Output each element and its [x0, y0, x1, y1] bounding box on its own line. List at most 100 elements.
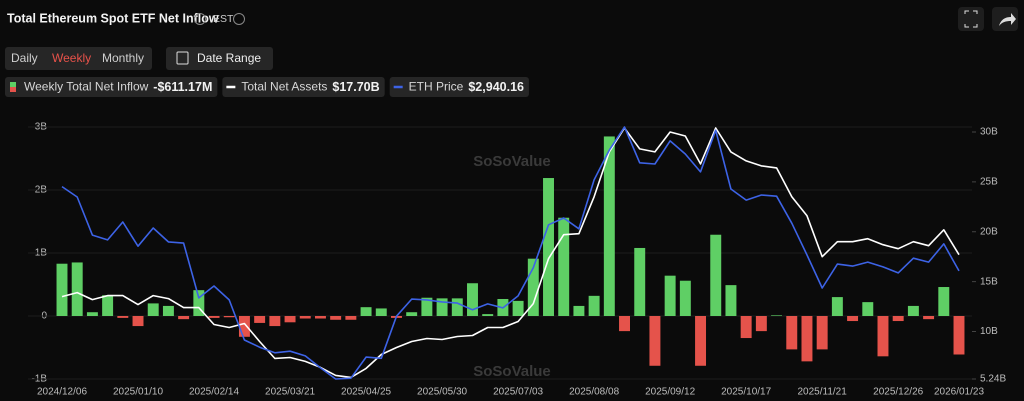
bar — [892, 316, 904, 322]
bar — [816, 316, 828, 350]
fullscreen-icon — [964, 10, 978, 28]
x-tick-label: 2025/04/25 — [341, 387, 391, 398]
legend-label: ETH Price — [409, 80, 464, 94]
share-icon — [999, 13, 1016, 26]
timezone: EST — [213, 13, 234, 25]
date-range-button[interactable] — [166, 47, 273, 70]
x-tick-label: 2025/08/08 — [569, 387, 619, 398]
bar — [117, 316, 129, 318]
bar — [421, 297, 433, 316]
bar — [877, 316, 889, 357]
bar — [938, 287, 950, 316]
bar — [451, 298, 463, 316]
bar — [512, 300, 524, 316]
title: Total Ethereum Spot ETF Net Inflow — [7, 11, 219, 25]
bar — [254, 316, 266, 323]
y2-tick-label: 10B — [980, 326, 998, 337]
x-tick-label: 2025/12/26 — [873, 387, 923, 398]
calendar-icon — [176, 51, 189, 65]
fullscreen-button[interactable] — [958, 7, 984, 31]
tab-group — [5, 47, 152, 70]
bar — [436, 298, 448, 316]
y2-tick-label: 15B — [980, 276, 998, 287]
legend-label: Weekly Total Net Inflow — [24, 80, 149, 94]
x-tick-label: 2024/12/06 — [37, 387, 87, 398]
bar — [406, 312, 418, 316]
bar — [710, 234, 722, 316]
bar — [238, 316, 250, 337]
bar — [208, 316, 220, 318]
bar — [725, 285, 737, 316]
bar — [543, 178, 554, 316]
bar — [923, 316, 935, 320]
bar — [71, 262, 83, 316]
legend-label: Total Net Assets — [241, 80, 327, 94]
bar — [193, 290, 205, 316]
bar — [664, 275, 676, 316]
y2-tick-label: 5.24B — [980, 374, 1006, 385]
x-tick-label: 2026/01/23 — [934, 387, 984, 398]
bar — [771, 315, 783, 316]
tab[interactable]: Weekly — [52, 51, 91, 65]
bar — [147, 303, 159, 316]
watermarks: SoSoValue SoSoValue — [473, 153, 551, 380]
line — [61, 127, 960, 379]
watermark: SoSoValue — [473, 153, 551, 170]
date-range-label[interactable]: Date Range — [197, 51, 261, 65]
bar — [847, 316, 859, 322]
watermark: SoSoValue — [473, 363, 551, 380]
x-tick-label: 2025/11/21 — [798, 387, 848, 398]
info-icon[interactable] — [194, 13, 206, 25]
y2-tick-label: 25B — [980, 177, 998, 188]
bar — [679, 280, 691, 316]
bar — [573, 305, 585, 316]
bar — [102, 295, 114, 316]
bar — [953, 316, 965, 355]
bar — [132, 316, 144, 327]
bar — [375, 308, 387, 316]
bar — [299, 316, 311, 319]
bar — [527, 258, 539, 316]
grid: 3B2B1B0-1B30B25B20B15B10B5.24B2024/12/06… — [28, 122, 1006, 398]
x-tick-label: 2025/01/10 — [113, 387, 163, 398]
bar — [588, 295, 600, 316]
legend-item[interactable] — [389, 77, 529, 97]
bar — [831, 297, 843, 316]
line — [61, 126, 960, 380]
x-tick-label: 2025/03/21 — [265, 387, 315, 398]
legend-swatch — [10, 87, 16, 92]
bar — [269, 316, 281, 327]
bar — [345, 316, 357, 320]
legend-value: $2,940.16 — [468, 80, 524, 94]
info-icon[interactable] — [233, 13, 245, 25]
bar — [740, 316, 752, 339]
bar — [619, 316, 630, 332]
bar — [467, 283, 478, 316]
legend-item[interactable] — [222, 77, 385, 97]
tab[interactable]: Daily — [11, 51, 38, 65]
legend-value: $17.70B — [332, 80, 379, 94]
x-tick-label: 2025/05/30 — [417, 387, 467, 398]
y2-tick-label: 30B — [980, 127, 998, 138]
bar — [786, 316, 798, 350]
bar — [649, 316, 661, 366]
bar — [755, 316, 767, 332]
tab[interactable]: Monthly — [102, 51, 144, 65]
legend: Weekly Total Net Inflow -$611.17M Total Ne… — [5, 77, 529, 97]
bar — [360, 307, 372, 316]
x-tick-label: 2025/07/03 — [493, 387, 543, 398]
bar — [178, 316, 190, 320]
legend-item[interactable] — [5, 77, 218, 97]
bar — [603, 136, 615, 316]
bar — [162, 305, 174, 316]
legend-value: -$611.17M — [153, 80, 212, 94]
plot — [56, 126, 965, 380]
bar — [330, 316, 342, 320]
bar — [482, 314, 494, 316]
bar — [862, 302, 874, 316]
bar — [223, 316, 235, 318]
bar — [695, 316, 707, 366]
bar — [801, 316, 813, 362]
x-tick-label: 2025/10/17 — [721, 387, 771, 398]
